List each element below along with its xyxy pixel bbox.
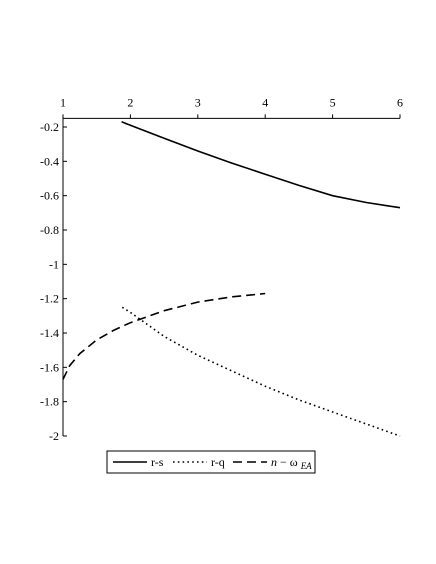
series-line-solid: [121, 121, 401, 209]
y-tick-label: -1.4: [40, 326, 59, 340]
x-ticks: 1 2 3 4 5 6: [60, 95, 403, 119]
x-tick-label: 4: [262, 95, 268, 109]
series-layer: [62, 121, 401, 437]
legend-label-n: n: [271, 455, 277, 469]
x-tick-label: 6: [397, 95, 403, 109]
series-line-dotted: [121, 306, 401, 437]
legend-label-r-q: r-q: [211, 455, 225, 469]
y-ticks: -0.2 -0.4 -0.6 -0.8 -1 -1.2 -1.4 -1.6 -1.8 -2: [40, 120, 67, 443]
x-tick-label: 2: [127, 95, 133, 109]
legend-box: [106, 450, 316, 474]
x-tick-label: 1: [60, 95, 66, 109]
y-tick-label: -1: [49, 257, 59, 271]
y-tick-label: -1.8: [40, 395, 59, 409]
x-tick-label: 5: [330, 95, 336, 109]
y-tick-label: -0.2: [40, 120, 59, 134]
y-tick-label: -0.6: [40, 189, 59, 203]
y-tick-label: -2: [49, 429, 59, 443]
y-tick-label: -0.4: [40, 154, 59, 168]
legend-label-r-s: r-s: [151, 455, 164, 469]
series-line-dashed: [62, 292, 266, 380]
y-tick-label: -1.2: [40, 292, 59, 306]
y-tick-label: -0.8: [40, 223, 59, 237]
legend-label-subscript: EA: [300, 461, 312, 471]
legend-label-omega: ω: [290, 455, 298, 469]
y-tick-label: -1.6: [40, 360, 59, 374]
x-tick-label: 3: [195, 95, 201, 109]
legend: r-s r-q n − ω EA: [106, 450, 316, 474]
legend-label-n-omega-ea: n − ω EA: [271, 455, 312, 471]
legend-label-minus: −: [280, 455, 290, 469]
axes: [62, 117, 400, 436]
